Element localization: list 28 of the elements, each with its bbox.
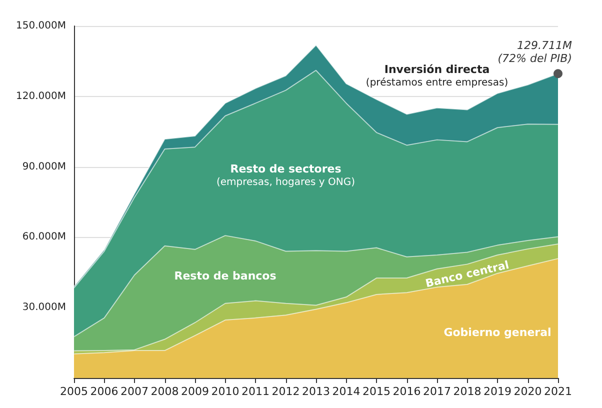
series-label: Resto de bancos xyxy=(174,270,277,283)
x-tick-label: 2017 xyxy=(423,385,451,398)
y-tick-label: 30.000M xyxy=(22,302,66,314)
y-tick-label: 90.000M xyxy=(22,161,66,172)
series-label: Banco central xyxy=(424,258,510,290)
annotation: 129.711M (72% del PIB) xyxy=(498,39,573,66)
y-tick-label: 120.000M xyxy=(16,90,66,102)
y-tick-label: 60.000M xyxy=(22,232,66,243)
x-tick-label: 2005 xyxy=(60,385,88,398)
series-label: Inversión directa (préstamos entre empresas) xyxy=(366,62,508,88)
x-tick-label: 2007 xyxy=(120,385,148,398)
series-label: Resto de sectores (empresas, hogares y ONG) xyxy=(216,162,356,188)
series-label: Gobierno general xyxy=(444,326,552,340)
x-tick-label: 2012 xyxy=(272,385,300,398)
x-tick-label: 2006 xyxy=(90,385,118,398)
x-tick-label: 2021 xyxy=(544,385,572,398)
x-tick-label: 2011 xyxy=(242,385,270,398)
x-tick-label: 2013 xyxy=(302,385,330,398)
x-tick-label: 2010 xyxy=(211,385,240,398)
x-tick-label: 2020 xyxy=(514,385,542,398)
x-tick-label: 2018 xyxy=(453,385,482,398)
x-tick-label: 2016 xyxy=(392,385,421,398)
x-tick-label: 2015 xyxy=(362,385,390,398)
x-tick-label: 2008 xyxy=(150,385,179,398)
y-tick-label: 150.000M xyxy=(16,20,66,32)
x-tick-label: 2009 xyxy=(181,385,209,398)
x-tick-label: 2014 xyxy=(332,385,360,398)
x-tick-label: 2019 xyxy=(484,385,512,398)
